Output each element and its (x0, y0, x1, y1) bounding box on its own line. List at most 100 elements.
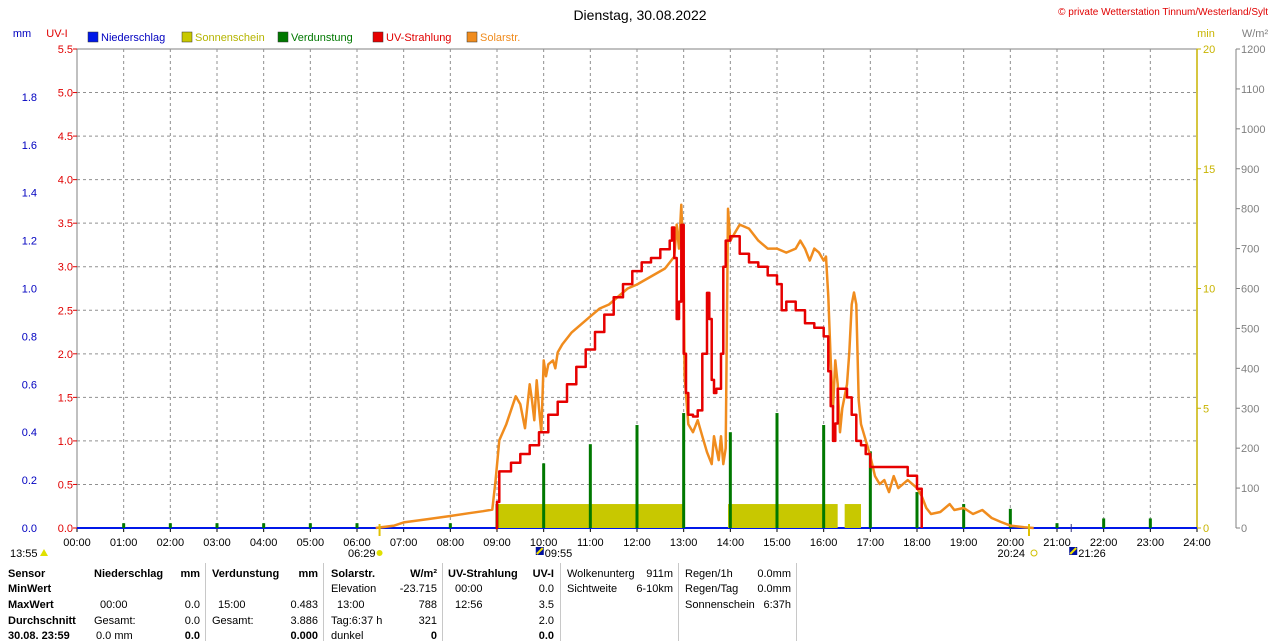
evaporation-bar (728, 432, 732, 528)
time-left-label: 13:55 (10, 548, 38, 560)
evaporation-bar (262, 523, 266, 528)
verdunstung-gesamt-label: Gesamt: (212, 615, 254, 627)
wm2-tick-label: 0 (1241, 523, 1247, 535)
evaporation-bar (215, 523, 219, 528)
x-tick-label: 24:00 (1183, 537, 1211, 549)
regen-tag-label: Regen/Tag (685, 583, 739, 595)
uv-axis-title: UV-I (46, 28, 67, 40)
x-tick-label: 12:00 (623, 537, 651, 549)
niederschlag-max-time: 00:00 (100, 599, 128, 611)
evaporation-bar (1148, 518, 1152, 528)
evaporation-bar (915, 492, 919, 528)
x-tick-label: 03:00 (203, 537, 231, 549)
mm-tick-label: 0.4 (22, 427, 37, 439)
uv-tick-label: 3.5 (58, 218, 73, 230)
uv-min-time: 00:00 (455, 583, 483, 595)
sichtweite-value: 6-10km (636, 583, 673, 595)
solar-avg-value: 321 (418, 615, 437, 627)
mm-tick-label: 0.0 (22, 523, 37, 535)
x-tick-label: 00:00 (63, 537, 91, 549)
uv-tick-label: 4.0 (58, 175, 73, 187)
x-tick-label: 05:00 (297, 537, 325, 549)
uv-tick-label: 0.5 (58, 479, 73, 491)
x-tick-label: 13:00 (670, 537, 698, 549)
x-tick-label: 14:00 (717, 537, 745, 549)
sunshine-block (844, 504, 861, 528)
uv-head: UV-Strahlung (448, 568, 518, 580)
evaporation-bar (588, 444, 592, 528)
wm2-tick-label: 900 (1241, 164, 1259, 176)
legend-swatch (466, 31, 478, 43)
mm-tick-label: 1.0 (22, 284, 37, 296)
evaporation-bar (448, 523, 452, 528)
sichtweite-label: Sichtweite (567, 583, 618, 595)
table-col-empty (796, 563, 798, 641)
x-tick-label: 23:00 (1137, 537, 1165, 549)
min-tick-label: 10 (1203, 284, 1215, 296)
evaporation-bar (168, 523, 172, 528)
verdunstung-unit: mm (298, 568, 318, 580)
legend-entry: Verdunstung (291, 32, 353, 44)
x-tick-label: 17:00 (857, 537, 885, 549)
min-tick-label: 5 (1203, 403, 1209, 415)
x-tick-label: 18:00 (903, 537, 931, 549)
wm2-tick-label: 400 (1241, 363, 1259, 375)
legend-entry: Sonnenschein (195, 32, 265, 44)
wm2-tick-label: 1200 (1241, 44, 1265, 56)
solar-elevation-label: Elevation (331, 583, 377, 595)
mm-tick-label: 1.4 (22, 188, 37, 200)
axes: 00:00 01:00 02:00 03:00 04:00 05:00 06:00 07:00… (22, 44, 1266, 549)
legend-entry: Solarstr. (480, 32, 520, 44)
x-tick-label: 19:00 (950, 537, 978, 549)
wm2-tick-label: 100 (1241, 483, 1259, 495)
minwert-label: MinWert (8, 583, 52, 595)
sensor-head: Sensor (8, 568, 46, 580)
uv-min-value: 0.0 (538, 583, 554, 595)
uv-tick-label: 4.5 (58, 131, 73, 143)
sunset-label: 20:24 (997, 548, 1025, 560)
uv-avg-value: 2.0 (538, 615, 554, 627)
min-tick-label: 15 (1203, 164, 1215, 176)
regen-1h-label: Regen/1h (685, 568, 733, 580)
evaporation-bar (682, 413, 686, 528)
solar-tag-label: Tag:6:37 h (331, 615, 383, 627)
evaporation-bar (1008, 508, 1012, 528)
evaporation-bar (542, 463, 546, 528)
solar-dunkel-label: dunkel (331, 630, 364, 642)
mm-tick-label: 1.8 (22, 92, 37, 104)
solar-max-value: 788 (418, 599, 437, 611)
wm2-tick-label: 1000 (1241, 124, 1265, 136)
x-tick-label: 22:00 (1090, 537, 1118, 549)
uv-tick-label: 2.0 (58, 349, 73, 361)
x-tick-label: 06:00 (343, 537, 371, 549)
legend-swatch (277, 31, 289, 43)
x-tick-label: 02:00 (157, 537, 185, 549)
table-col-uv: UV-Strahlung UV-I 00:00 0.0 12:56 3.5 2.… (442, 563, 558, 642)
verdunstung-gesamt-value: 3.886 (290, 615, 318, 627)
x-tick-label: 07:00 (390, 537, 418, 549)
table-col-niederschlag: Niederschlag mm 00:00 0.0 Gesamt: 0.0 0.… (88, 563, 204, 642)
uv-tick-label: 5.5 (58, 44, 73, 56)
wm2-tick-label: 300 (1241, 403, 1259, 415)
time-left-icon (40, 549, 48, 556)
mm-tick-label: 0.6 (22, 379, 37, 391)
mm-tick-label: 1.6 (22, 140, 37, 152)
solar-line (375, 203, 1034, 530)
uv-tick-label: 1.5 (58, 392, 73, 404)
min-axis-title: min (1197, 28, 1215, 40)
niederschlag-head: Niederschlag (94, 568, 164, 580)
regen-tag-value: 0.0mm (757, 583, 791, 595)
weather-chart: Dienstag, 30.08.2022 © private Wettersta… (10, 7, 1268, 560)
wm2-tick-label: 1100 (1241, 84, 1265, 96)
x-tick-label: 04:00 (250, 537, 278, 549)
wm2-tick-label: 700 (1241, 244, 1259, 256)
solar-current-value: 0 (430, 630, 437, 642)
mm-tick-label: 1.2 (22, 236, 37, 248)
wm2-tick-label: 200 (1241, 443, 1259, 455)
uv-max-value: 3.5 (538, 599, 554, 611)
niederschlag-unit: mm (180, 568, 200, 580)
x-tick-label: 01:00 (110, 537, 138, 549)
table-col-regen: Regen/1h 0.0mm Regen/Tag 0.0mm Sonnensch… (678, 563, 795, 641)
legend: Niederschlag Sonnenschein Verdunstung UV-St… (87, 31, 520, 44)
verdunstung-current-value: 0.000 (290, 630, 318, 642)
